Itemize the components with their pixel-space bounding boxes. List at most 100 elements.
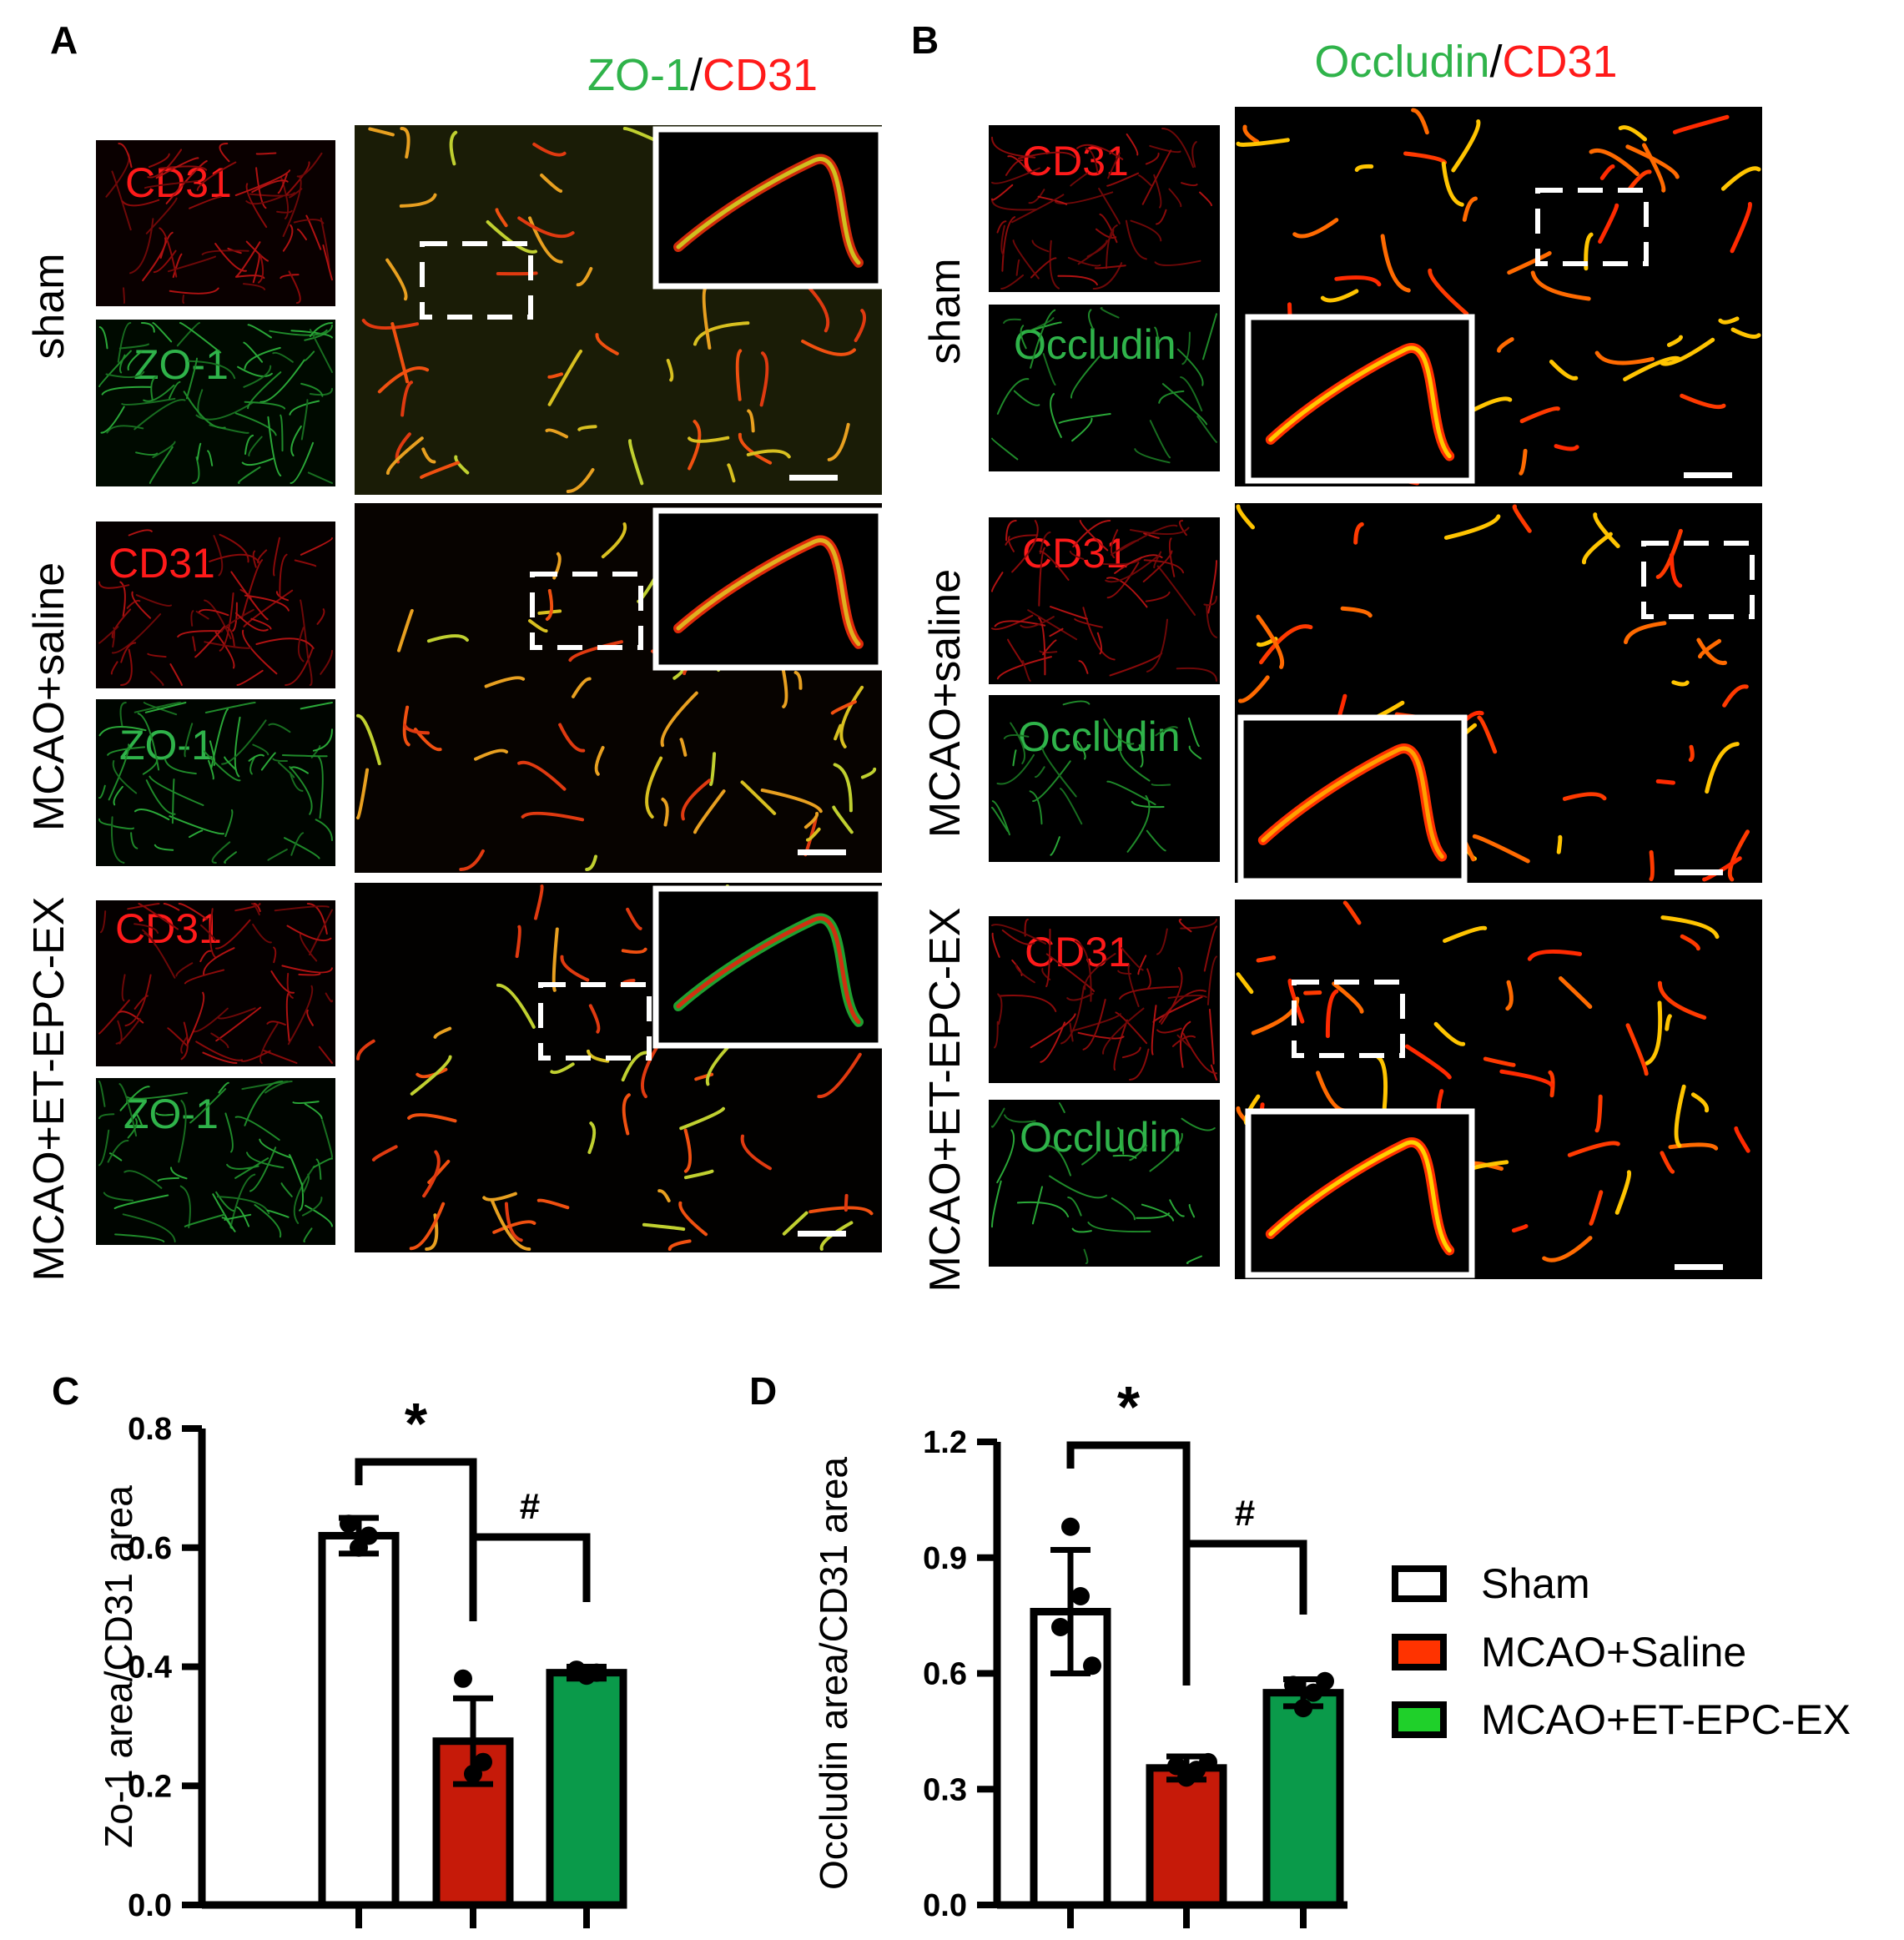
vessel — [1472, 834, 1530, 864]
y-axis-label: Zo-1 area/CD31 area — [97, 1485, 140, 1848]
inset-vessel-core — [676, 538, 861, 647]
vessel — [292, 1101, 320, 1105]
vessel — [1143, 559, 1185, 574]
vessel — [1665, 1014, 1672, 1031]
vessel — [221, 719, 267, 765]
vessel — [190, 610, 194, 627]
vessel — [1131, 800, 1165, 809]
vessel — [244, 434, 254, 455]
vessel — [403, 723, 430, 735]
vessel — [187, 991, 205, 1044]
vessel — [211, 841, 231, 864]
vessel — [1210, 1064, 1217, 1081]
vessel — [1589, 148, 1640, 176]
vessel — [1680, 393, 1726, 410]
row-labels-a: sham MCAO+saline MCAO+ET-EPC-EX — [25, 253, 73, 1281]
vessel — [282, 176, 302, 237]
vessel — [426, 634, 469, 643]
vessel — [143, 384, 175, 402]
vessel-texture — [356, 511, 880, 871]
vessel — [184, 723, 194, 758]
vessel — [1114, 554, 1163, 574]
legend-swatch-mcao-et-epc-ex — [1392, 1701, 1447, 1738]
vessel — [1618, 125, 1647, 142]
vessel — [1070, 1013, 1121, 1032]
vessel — [991, 1180, 1002, 1228]
vessel — [1730, 202, 1752, 254]
vessel — [1628, 169, 1652, 191]
vessel — [1722, 684, 1749, 708]
vessel — [1649, 849, 1655, 882]
vessel — [1129, 1145, 1148, 1161]
vessel — [1119, 524, 1178, 552]
vessel — [185, 357, 198, 400]
vessel — [568, 640, 623, 663]
vessel — [1690, 1092, 1710, 1113]
vessel — [1519, 448, 1528, 476]
vessel — [1015, 259, 1020, 276]
vessel — [121, 974, 126, 1002]
vessel — [312, 728, 333, 752]
vessel — [1191, 141, 1197, 168]
vessel — [123, 287, 126, 304]
vessel — [991, 614, 1034, 631]
vessel — [679, 1106, 725, 1131]
vessel — [127, 903, 160, 910]
vessel — [149, 775, 204, 806]
vessel — [545, 588, 554, 621]
vessel — [138, 903, 179, 930]
vessel — [1138, 174, 1152, 187]
vessel — [241, 559, 264, 619]
vessel — [118, 354, 126, 374]
vessel — [255, 637, 315, 649]
vessel — [558, 723, 586, 753]
vessel — [249, 1146, 277, 1192]
vessel — [547, 372, 563, 379]
vessel — [793, 670, 803, 690]
vessel — [759, 351, 769, 407]
vessel — [247, 324, 272, 339]
vessel — [806, 827, 821, 842]
vessel — [180, 1036, 188, 1054]
vessel — [1259, 624, 1313, 665]
vessel — [195, 610, 209, 620]
vessel — [118, 143, 133, 169]
vessel — [1045, 928, 1051, 988]
vessel — [400, 127, 411, 159]
y-tick-label: 0.0 — [923, 1888, 967, 1923]
vessel — [1070, 172, 1089, 187]
vessel — [459, 849, 485, 871]
vessel — [1030, 309, 1056, 369]
vessel — [214, 243, 247, 272]
vessel — [709, 752, 717, 786]
vessel — [702, 286, 712, 350]
vessel — [98, 350, 132, 388]
inset-image — [656, 511, 881, 668]
vessel — [1110, 529, 1119, 559]
vessel — [1005, 534, 1039, 546]
channel-label-green: ZO-1 — [133, 341, 229, 388]
vessel — [167, 1027, 189, 1047]
vessel — [207, 450, 214, 466]
vessel — [1125, 219, 1147, 260]
legend-swatch-sham — [1392, 1565, 1447, 1602]
vessel — [1039, 531, 1051, 555]
vessel — [1050, 606, 1088, 620]
vessel — [1103, 718, 1135, 745]
vessel — [1718, 316, 1740, 325]
vessel — [184, 1213, 226, 1227]
zoom-region-box — [530, 572, 643, 650]
vessel — [422, 1150, 441, 1198]
vessel — [402, 705, 411, 747]
vessel — [1078, 660, 1089, 674]
vessel — [234, 169, 291, 196]
vessel — [1121, 1046, 1141, 1059]
vessel — [1069, 550, 1085, 561]
vessel — [234, 412, 277, 436]
vessel — [235, 241, 261, 278]
vessel — [534, 884, 544, 920]
vessel — [1020, 325, 1027, 350]
vessel — [1003, 318, 1021, 324]
vessel — [781, 668, 788, 708]
vessel — [281, 965, 333, 974]
